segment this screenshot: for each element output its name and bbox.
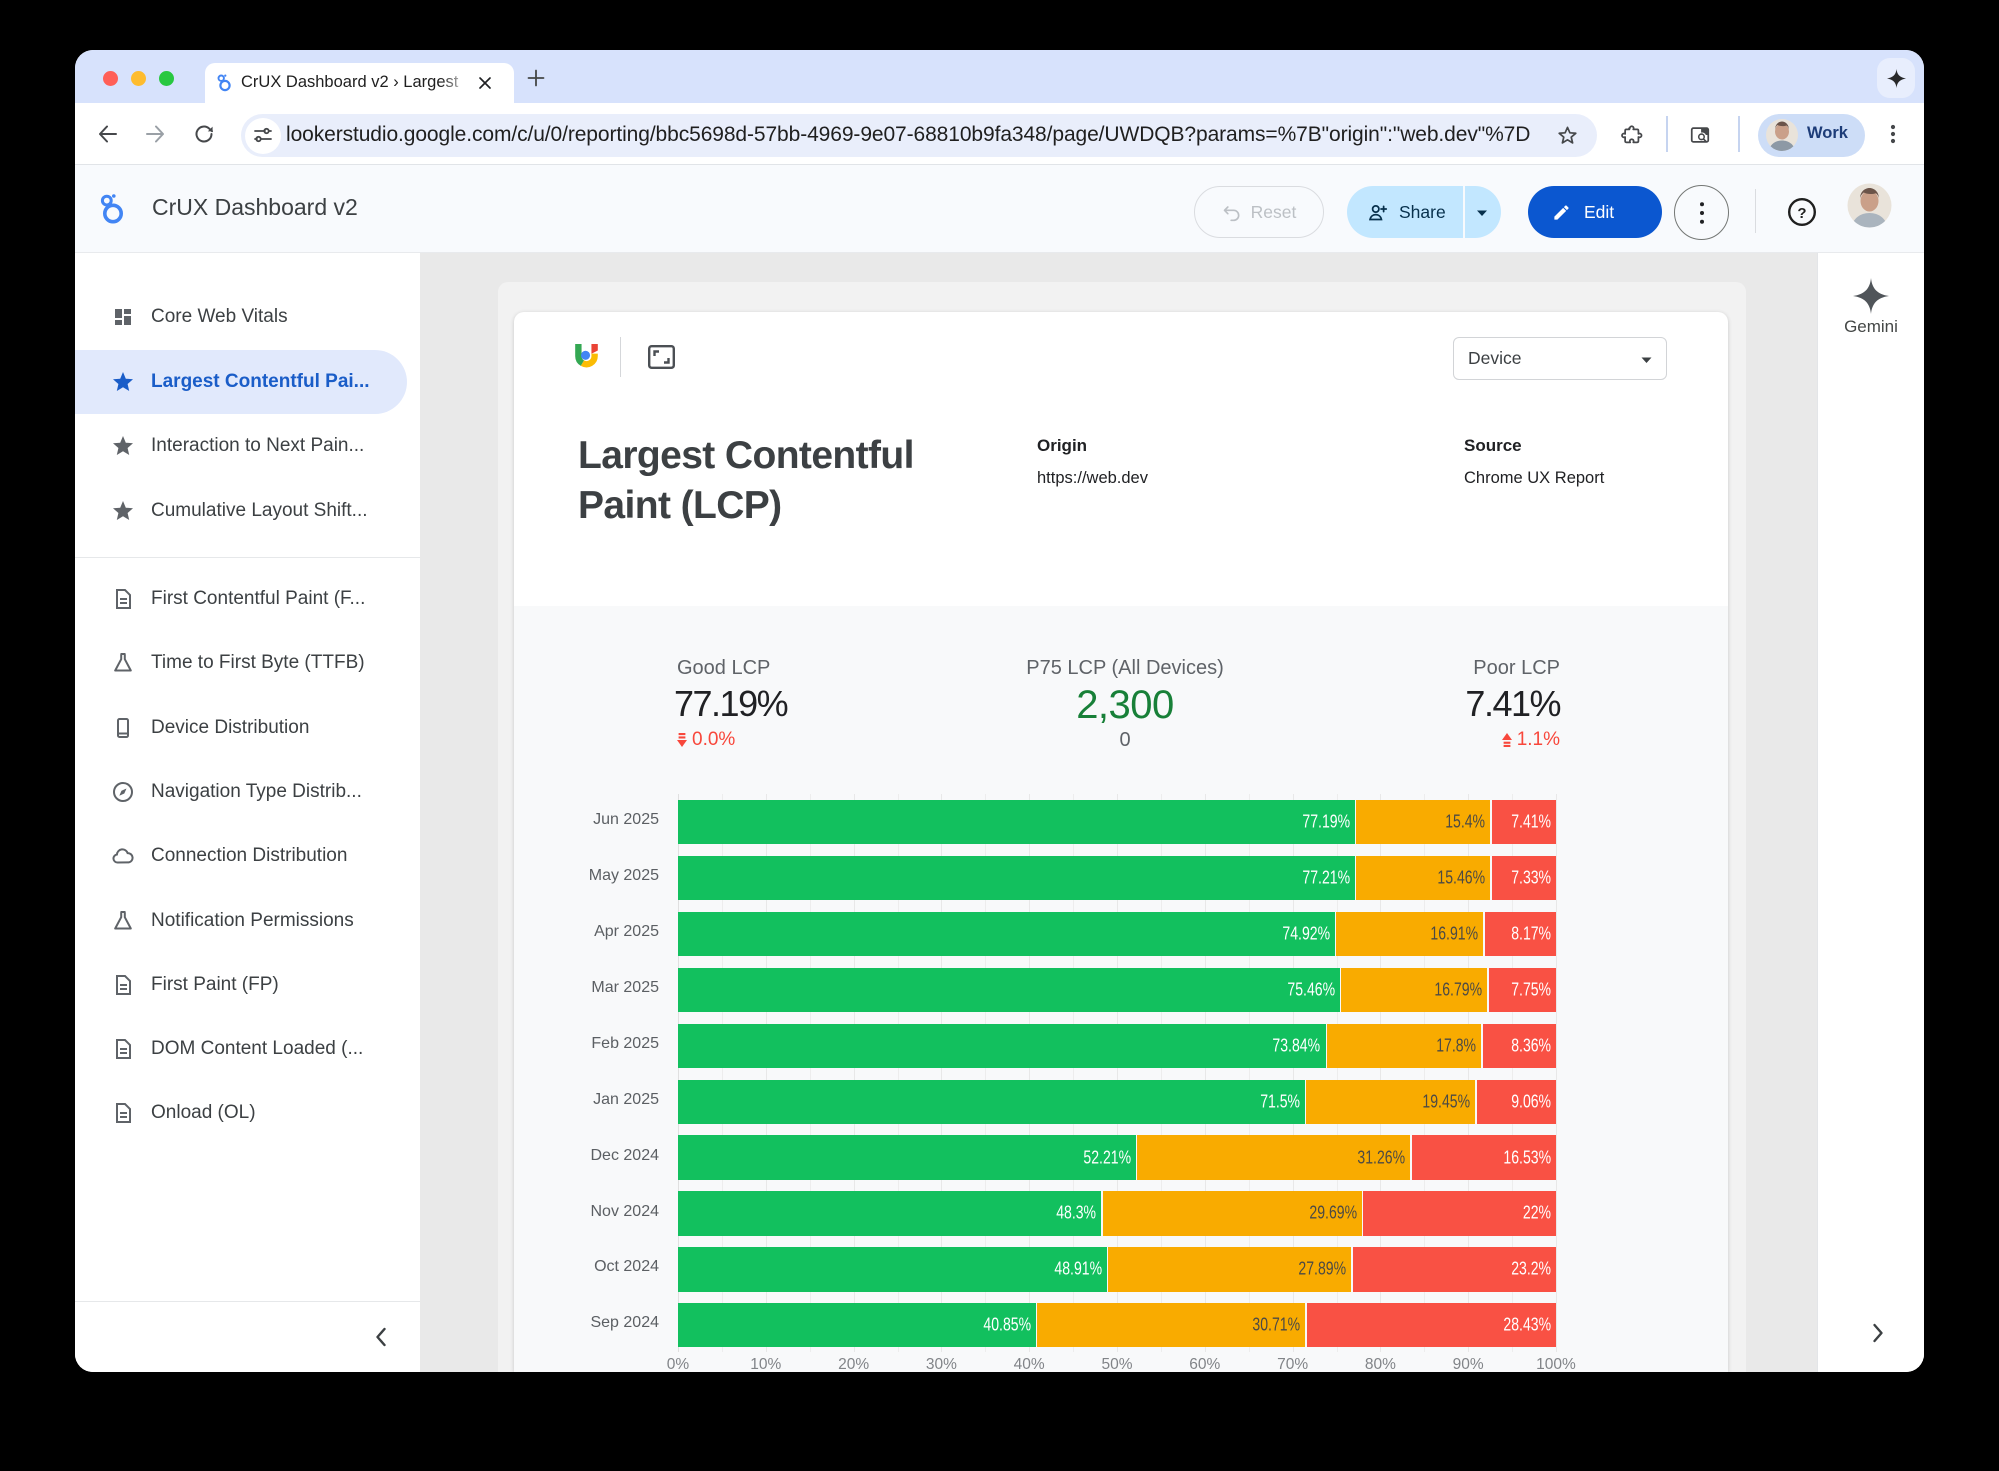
svg-text:?: ? bbox=[1797, 205, 1806, 222]
